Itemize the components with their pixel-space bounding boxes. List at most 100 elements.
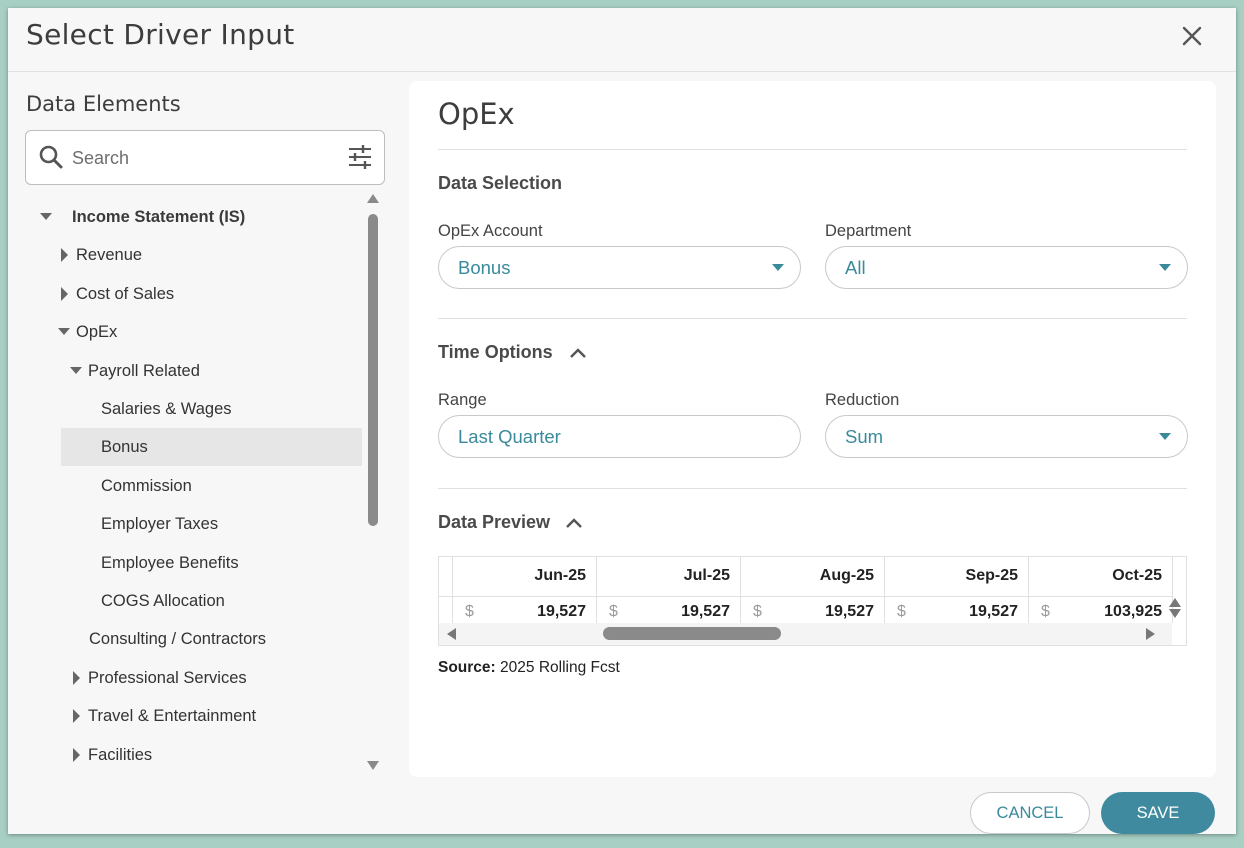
tree-item[interactable]: Facilities: [26, 736, 362, 774]
tree-item-label: Employer Taxes: [101, 515, 219, 534]
grid-value-cell: $ 19,527: [597, 597, 741, 623]
dialog-header: Select Driver Input: [8, 8, 1236, 72]
divider: [438, 488, 1187, 489]
tree-item[interactable]: Cost of Sales: [26, 275, 362, 313]
scroll-right-arrow-icon[interactable]: [1145, 627, 1157, 641]
column-header-label: Aug-25: [819, 567, 874, 584]
tree-item-label: Bonus: [101, 438, 148, 457]
tree-item-label: OpEx: [76, 323, 118, 342]
grid-column-header: Oct-25: [1029, 557, 1173, 597]
grid-column-header: Jun-25: [453, 557, 597, 597]
currency-symbol: $: [609, 603, 618, 620]
opex-detail-card: OpEx Data Selection OpEx Account Bonus D…: [409, 81, 1216, 777]
currency-symbol: $: [753, 603, 762, 620]
caret-down-icon[interactable]: [69, 352, 83, 390]
search-box: [25, 130, 385, 185]
scroll-up-arrow-icon[interactable]: [366, 192, 380, 204]
tree-item[interactable]: Payroll Related: [26, 352, 362, 390]
tree-item[interactable]: Employer Taxes: [26, 505, 362, 543]
tree-item-label: Consulting / Contractors: [89, 630, 266, 649]
close-icon: [1182, 26, 1202, 46]
data-elements-title: Data Elements: [26, 92, 181, 116]
caret-right-icon[interactable]: [57, 275, 71, 313]
tree-item-label: COGS Allocation: [101, 592, 225, 610]
grid-column-header: Aug-25: [741, 557, 885, 597]
scroll-left-arrow-icon[interactable]: [445, 627, 457, 641]
source-note: Source: 2025 Rolling Fcst: [438, 659, 620, 677]
divider: [438, 318, 1187, 319]
tree-scrollbar[interactable]: [364, 190, 382, 776]
data-selection-title: Data Selection: [438, 173, 563, 193]
currency-symbol: $: [1041, 603, 1050, 620]
grid-scroll-down-icon[interactable]: [1168, 608, 1182, 619]
cell-value: 19,527: [537, 603, 586, 620]
department-label: Department: [825, 222, 912, 240]
tree-item-label: Income Statement (IS): [72, 208, 246, 226]
grid-column-partial: [439, 557, 453, 597]
grid-horizontal-scrollbar[interactable]: [439, 623, 1172, 645]
range-select[interactable]: Last Quarter: [438, 415, 801, 458]
tree-item[interactable]: Employee Benefits: [26, 544, 362, 582]
opex-account-label: OpEx Account: [438, 222, 543, 240]
search-input[interactable]: [72, 141, 332, 175]
grid-value-cell: $ 19,527: [741, 597, 885, 623]
tree-item[interactable]: COGS Allocation: [26, 582, 362, 620]
range-value: Last Quarter: [458, 426, 561, 447]
department-select[interactable]: All: [825, 246, 1188, 289]
save-button[interactable]: SAVE: [1101, 792, 1215, 834]
time-options-title: Time Options: [438, 342, 553, 362]
grid-column-header: Sep-25: [885, 557, 1029, 597]
caret-down-icon[interactable]: [39, 198, 53, 236]
opex-account-select[interactable]: Bonus: [438, 246, 801, 289]
tree-item[interactable]: Professional Services: [26, 659, 362, 697]
column-header-label: Oct-25: [1112, 567, 1162, 584]
tree-item-label: Cost of Sales: [76, 284, 175, 303]
select-driver-input-dialog: Select Driver Input Data Elements Income…: [8, 8, 1236, 834]
dropdown-caret-icon: [1159, 433, 1171, 440]
tree-item[interactable]: Revenue: [26, 236, 362, 274]
grid-header-row: Jun-25 Jul-25 Aug-25 Sep-25 Oct-25: [439, 557, 1173, 597]
column-header-label: Jun-25: [534, 567, 586, 584]
range-label: Range: [438, 391, 487, 409]
data-preview-grid: Jun-25 Jul-25 Aug-25 Sep-25 Oct-25 $ 19,…: [438, 556, 1187, 646]
close-button[interactable]: [1178, 22, 1206, 50]
tree-item[interactable]: Consulting / Contractors: [26, 620, 362, 658]
grid-cell-partial: [439, 597, 453, 623]
chevron-up-icon[interactable]: [569, 347, 587, 359]
dialog-title: Select Driver Input: [26, 18, 295, 51]
caret-right-icon[interactable]: [69, 697, 83, 735]
reduction-value: Sum: [845, 426, 884, 447]
dropdown-caret-icon: [1159, 264, 1171, 271]
dropdown-caret-icon: [772, 264, 784, 271]
grid-scroll-up-icon[interactable]: [1168, 597, 1182, 608]
caret-right-icon[interactable]: [69, 736, 83, 774]
cancel-button[interactable]: CANCEL: [970, 792, 1090, 834]
tree-item[interactable]: Commission: [26, 467, 362, 505]
grid-horizontal-scroll-thumb[interactable]: [603, 627, 781, 640]
chevron-up-icon[interactable]: [565, 517, 583, 529]
caret-right-icon[interactable]: [69, 659, 83, 697]
tree-item[interactable]: OpEx: [26, 313, 362, 351]
caret-down-icon[interactable]: [57, 313, 71, 351]
tree-item[interactable]: Travel & Entertainment: [26, 697, 362, 735]
currency-symbol: $: [897, 603, 906, 620]
data-preview-title: Data Preview: [438, 512, 551, 532]
cell-value: 19,527: [681, 603, 730, 620]
tree-item[interactable]: Bonus: [61, 428, 362, 467]
scroll-down-arrow-icon[interactable]: [366, 760, 380, 772]
tree-item[interactable]: Income Statement (IS): [26, 198, 362, 236]
tree-item-label: Commission: [101, 476, 192, 495]
source-value: 2025 Rolling Fcst: [500, 659, 620, 676]
grid-column-header: Jul-25: [597, 557, 741, 597]
filter-settings-icon[interactable]: [346, 143, 374, 171]
reduction-select[interactable]: Sum: [825, 415, 1188, 458]
source-label: Source:: [438, 659, 496, 676]
tree-item[interactable]: Salaries & Wages: [26, 390, 362, 428]
caret-right-icon[interactable]: [57, 236, 71, 274]
currency-symbol: $: [465, 603, 474, 620]
column-header-label: Sep-25: [965, 567, 1018, 584]
tree-item-label: Employee Benefits: [101, 553, 239, 572]
data-elements-tree: Income Statement (IS) Revenue Cost of Sale…: [26, 198, 366, 778]
grid-value-cell: $ 19,527: [885, 597, 1029, 623]
tree-scroll-thumb[interactable]: [368, 214, 378, 526]
